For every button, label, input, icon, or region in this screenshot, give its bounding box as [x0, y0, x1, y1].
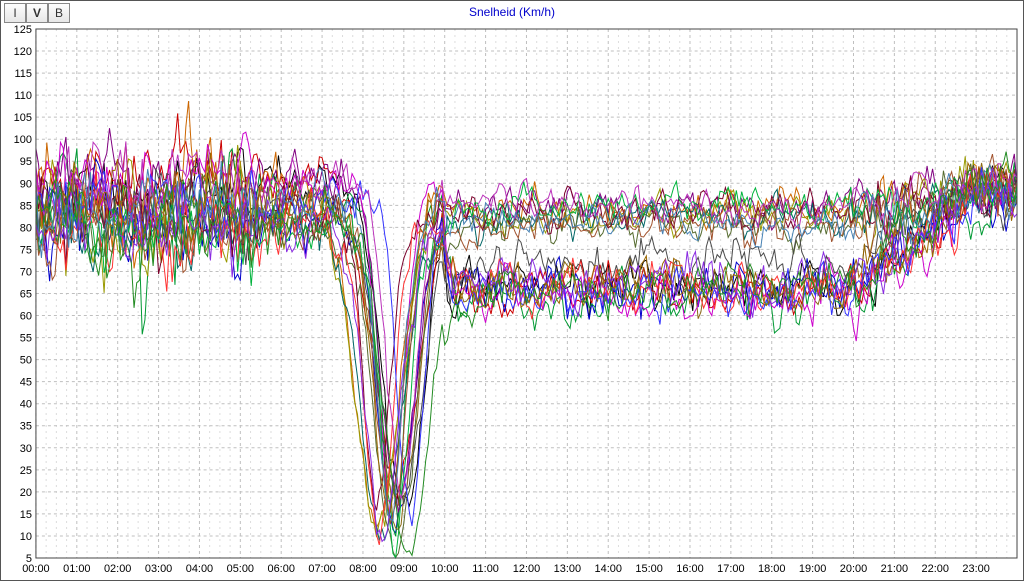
x-tick-label: 13:00 [554, 563, 581, 575]
y-tick-label: 15 [20, 509, 32, 521]
y-tick-label: 55 [20, 333, 32, 345]
x-tick-label: 01:00 [63, 563, 90, 575]
chart-window: I V B Snelheid (Km/h) 510152025303540455… [0, 0, 1024, 581]
y-tick-label: 95 [20, 156, 32, 168]
y-tick-label: 10 [20, 531, 32, 543]
x-tick-label: 14:00 [595, 563, 622, 575]
x-tick-label: 17:00 [717, 563, 744, 575]
y-tick-label: 85 [20, 200, 32, 212]
x-tick-label: 06:00 [267, 563, 294, 575]
x-tick-label: 16:00 [676, 563, 703, 575]
x-tick-label: 19:00 [799, 563, 826, 575]
y-tick-label: 115 [14, 68, 31, 80]
x-tick-label: 12:00 [513, 563, 540, 575]
y-tick-label: 20 [20, 487, 32, 499]
y-tick-label: 80 [20, 222, 32, 234]
x-tick-label: 18:00 [758, 563, 785, 575]
x-tick-label: 15:00 [635, 563, 662, 575]
y-tick-label: 60 [20, 311, 32, 323]
view-button-b[interactable]: B [48, 3, 70, 23]
x-tick-label: 03:00 [145, 563, 172, 575]
chart-title: Snelheid (Km/h) [1, 5, 1023, 19]
y-tick-label: 100 [14, 134, 32, 146]
x-tick-label: 08:00 [349, 563, 376, 575]
y-tick-label: 25 [20, 465, 32, 477]
chart-area: 5101520253035404550556065707580859095100… [3, 23, 1021, 578]
y-tick-label: 45 [20, 377, 32, 389]
x-tick-label: 22:00 [922, 563, 949, 575]
x-tick-label: 02:00 [104, 563, 131, 575]
x-tick-label: 20:00 [840, 563, 867, 575]
view-button-i[interactable]: I [4, 3, 26, 23]
x-tick-label: 05:00 [227, 563, 254, 575]
y-tick-label: 30 [20, 443, 32, 455]
y-tick-label: 105 [14, 112, 32, 124]
speed-chart: 5101520253035404550556065707580859095100… [3, 23, 1021, 578]
x-tick-label: 10:00 [431, 563, 458, 575]
y-tick-label: 70 [20, 266, 32, 278]
y-tick-label: 120 [14, 46, 32, 58]
x-tick-label: 23:00 [962, 563, 989, 575]
y-tick-label: 75 [20, 244, 32, 256]
view-button-v[interactable]: V [26, 3, 48, 23]
y-tick-label: 65 [20, 288, 32, 300]
y-tick-label: 125 [14, 24, 32, 36]
x-tick-label: 21:00 [881, 563, 908, 575]
y-tick-label: 35 [20, 421, 32, 433]
x-tick-label: 04:00 [186, 563, 213, 575]
y-tick-label: 50 [20, 355, 32, 367]
y-tick-label: 40 [20, 399, 32, 411]
x-tick-label: 00:00 [22, 563, 49, 575]
y-tick-label: 110 [14, 90, 31, 102]
y-tick-label: 90 [20, 178, 32, 190]
x-tick-label: 09:00 [390, 563, 417, 575]
x-tick-label: 11:00 [472, 563, 499, 575]
x-tick-label: 07:00 [308, 563, 335, 575]
toolbar: I V B [4, 3, 70, 23]
